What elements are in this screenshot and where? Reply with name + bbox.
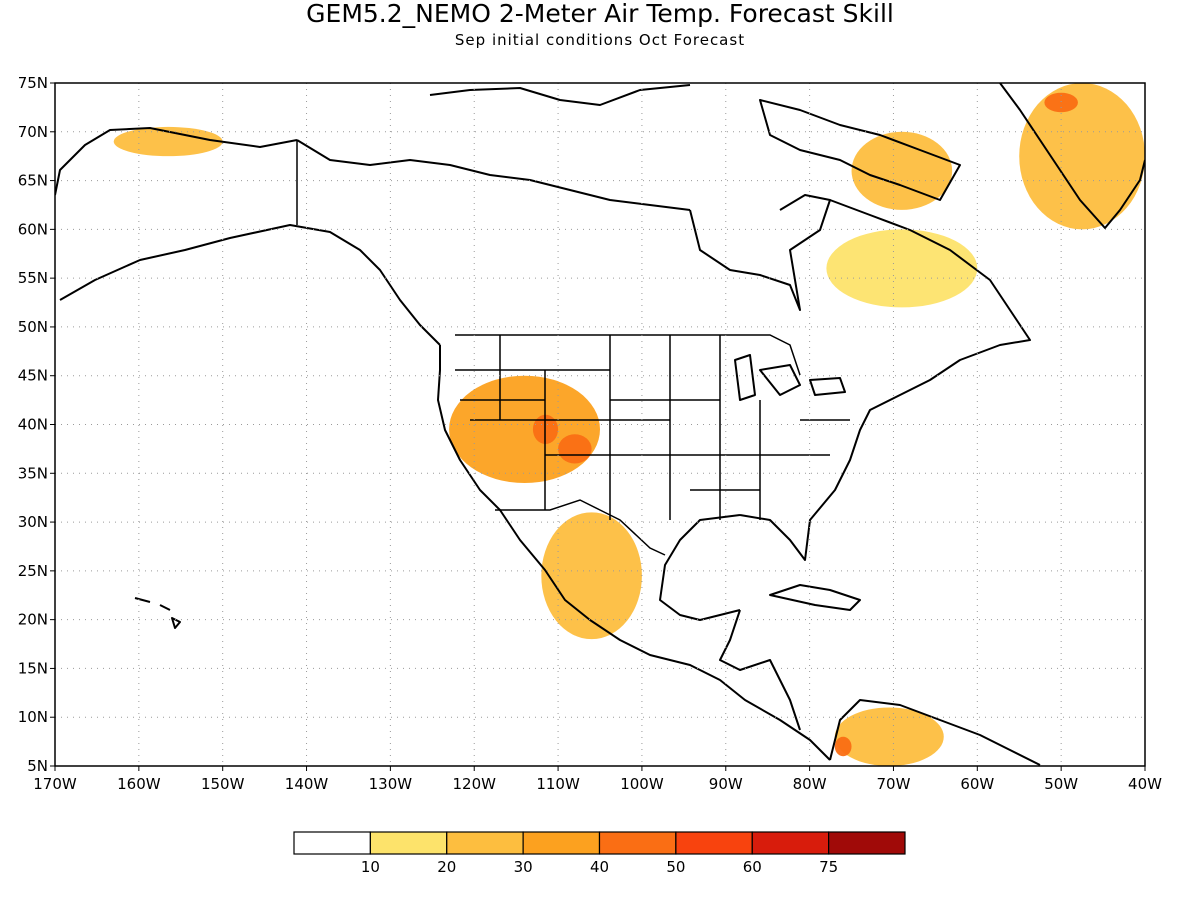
greenland-coast [999,83,1145,229]
skill-region [558,434,592,464]
lat-tick-label: 75N [18,74,48,92]
lon-tick-label: 50W [1044,775,1078,793]
colorbar-swatch [598,831,677,855]
colorbar-label: 20 [437,858,456,876]
lat-tick-label: 50N [18,318,48,336]
skill-region [834,707,944,766]
colorbar-swatch [293,831,371,855]
colorbar-label: 10 [361,858,380,876]
lat-tick-label: 15N [18,659,48,677]
map-title: GEM5.2_NEMO 2-Meter Air Temp. Forecast S… [306,0,894,28]
skill-region [1019,83,1145,230]
lat-tick-label: 65N [18,172,48,190]
lon-tick-label: 70W [877,775,911,793]
lon-tick-label: 90W [709,775,743,793]
lon-tick-label: 110W [536,775,580,793]
lon-tick-label: 60W [960,775,994,793]
alaska-coast [55,127,441,346]
lon-tick-label: 150W [201,775,245,793]
south-america-coast [829,699,1041,766]
colorbar-label: 60 [743,858,762,876]
lat-tick-label: 35N [18,464,48,482]
colorbar-swatch [751,831,830,855]
lat-tick-label: 40N [18,416,48,434]
lon-tick-label: 80W [793,775,827,793]
lat-tick-label: 60N [18,220,48,238]
gulf-coast [659,514,741,621]
skill-region [826,229,978,308]
colorbar-swatch [446,831,524,855]
lon-tick-label: 140W [285,775,329,793]
cuba-coast [769,584,861,611]
lon-tick-label: 160W [117,775,161,793]
colorbar-swatch [369,831,448,855]
colorbar-swatch [828,831,906,855]
colorbar-label: 40 [590,858,609,876]
political-borders [296,140,850,556]
lon-tick-label: 130W [369,775,413,793]
skill-shading [113,83,1145,766]
lat-tick-label: 25N [18,562,48,580]
skill-region [851,131,953,210]
hudson-bay-coast [689,194,831,311]
lat-tick-label: 5N [27,757,48,775]
great-lakes [734,354,846,401]
us-state-lines [455,335,850,520]
lat-tick-label: 55N [18,269,48,287]
colorbar: 10 20 30 40 50 60 75 [293,831,906,876]
us-mexico-border [495,499,666,556]
skill-region [834,736,852,757]
central-america-coast [719,609,801,731]
lat-tick-label: 70N [18,123,48,141]
colorbar-label: 75 [819,858,838,876]
lon-tick-label: 120W [452,775,496,793]
colorbar-swatch [675,831,753,855]
labrador-atlantic-coast [739,199,1031,561]
skill-region [1044,92,1078,113]
colorbar-label: 50 [666,858,685,876]
map-frame: 75N 70N 65N 60N 55N 50N 45N 40N 35N 30N 25N 20N 15N 1… [18,74,1162,793]
lat-tick-label: 45N [18,367,48,385]
colorbar-label: 30 [514,858,533,876]
colorbar-swatch [522,831,601,855]
map-subtitle: Sep initial conditions Oct Forecast [455,31,745,49]
skill-region [449,375,600,484]
skill-region [541,512,642,640]
lat-tick-label: 20N [18,611,48,629]
longitude-labels: 170W 160W 150W 140W 130W 120W 110W 100W 90W 80W 70… [33,766,1162,793]
lon-tick-label: 40W [1128,775,1162,793]
lat-tick-label: 10N [18,708,48,726]
lon-tick-label: 100W [620,775,664,793]
lat-tick-label: 30N [18,513,48,531]
skill-region [113,126,223,157]
us-canada-border [455,334,801,376]
lon-tick-label: 170W [33,775,77,793]
pacific-coast [437,345,831,761]
baffin-coast [759,99,961,201]
coastlines [55,83,1145,766]
arctic-canada-coast [296,84,691,211]
latitude-labels: 75N 70N 65N 60N 55N 50N 45N 40N 35N 30N 25N 20N 15N 1… [18,74,55,775]
